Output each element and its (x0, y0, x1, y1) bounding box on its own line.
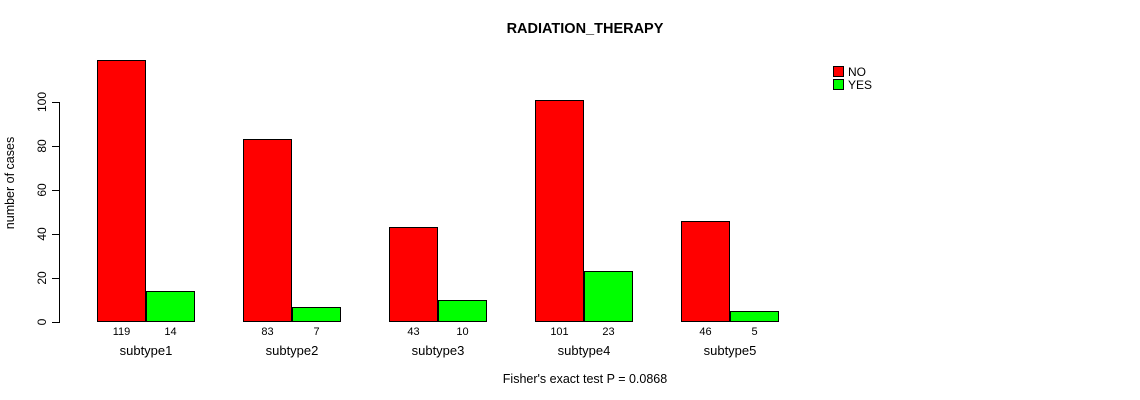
legend-swatch-yes (833, 79, 844, 90)
bar-value-label: 43 (407, 326, 420, 338)
bar-no-subtype1 (97, 60, 146, 322)
y-tick (52, 322, 59, 323)
bar-value-label: 83 (261, 326, 274, 338)
bar-value-label: 23 (602, 326, 615, 338)
chart-title: RADIATION_THERAPY (506, 21, 664, 37)
y-tick-label: 20 (35, 271, 49, 285)
bar-no-subtype5 (681, 221, 730, 322)
y-tick-label: 80 (35, 139, 49, 153)
bar-value-label: 119 (112, 326, 131, 338)
bar-yes-subtype3 (438, 300, 487, 322)
bar-value-label: 10 (456, 326, 469, 338)
legend-label-no: NO (848, 64, 866, 79)
y-tick-label: 0 (35, 318, 49, 326)
bar-yes-subtype1 (146, 291, 195, 322)
y-tick-label: 100 (35, 91, 49, 113)
y-tick (52, 102, 59, 103)
category-label: subtype1 (119, 343, 173, 358)
bar-value-label: 14 (164, 326, 177, 338)
annotation-text: Fisher's exact test P = 0.0868 (502, 372, 668, 386)
bar-value-label: 101 (550, 326, 569, 338)
y-tick (52, 146, 59, 147)
category-label: subtype2 (265, 343, 319, 358)
bar-value-label: 46 (699, 326, 712, 338)
category-label: subtype3 (411, 343, 465, 358)
y-tick (52, 234, 59, 235)
legend-swatch-no (833, 66, 844, 77)
bar-no-subtype2 (243, 139, 292, 322)
bar-value-label: 7 (313, 326, 320, 338)
bar-no-subtype4 (535, 100, 584, 322)
bar-yes-subtype4 (584, 271, 633, 322)
bar-yes-subtype5 (730, 311, 779, 322)
bar-yes-subtype2 (292, 307, 341, 322)
y-axis-line (59, 102, 60, 323)
y-tick-label: 40 (35, 227, 49, 241)
bar-no-subtype3 (389, 227, 438, 322)
y-tick-label: 60 (35, 183, 49, 197)
y-tick (52, 190, 59, 191)
category-label: subtype4 (557, 343, 611, 358)
bar-value-label: 5 (751, 326, 758, 338)
y-tick (52, 278, 59, 279)
category-label: subtype5 (703, 343, 757, 358)
legend-label-yes: YES (848, 77, 873, 92)
